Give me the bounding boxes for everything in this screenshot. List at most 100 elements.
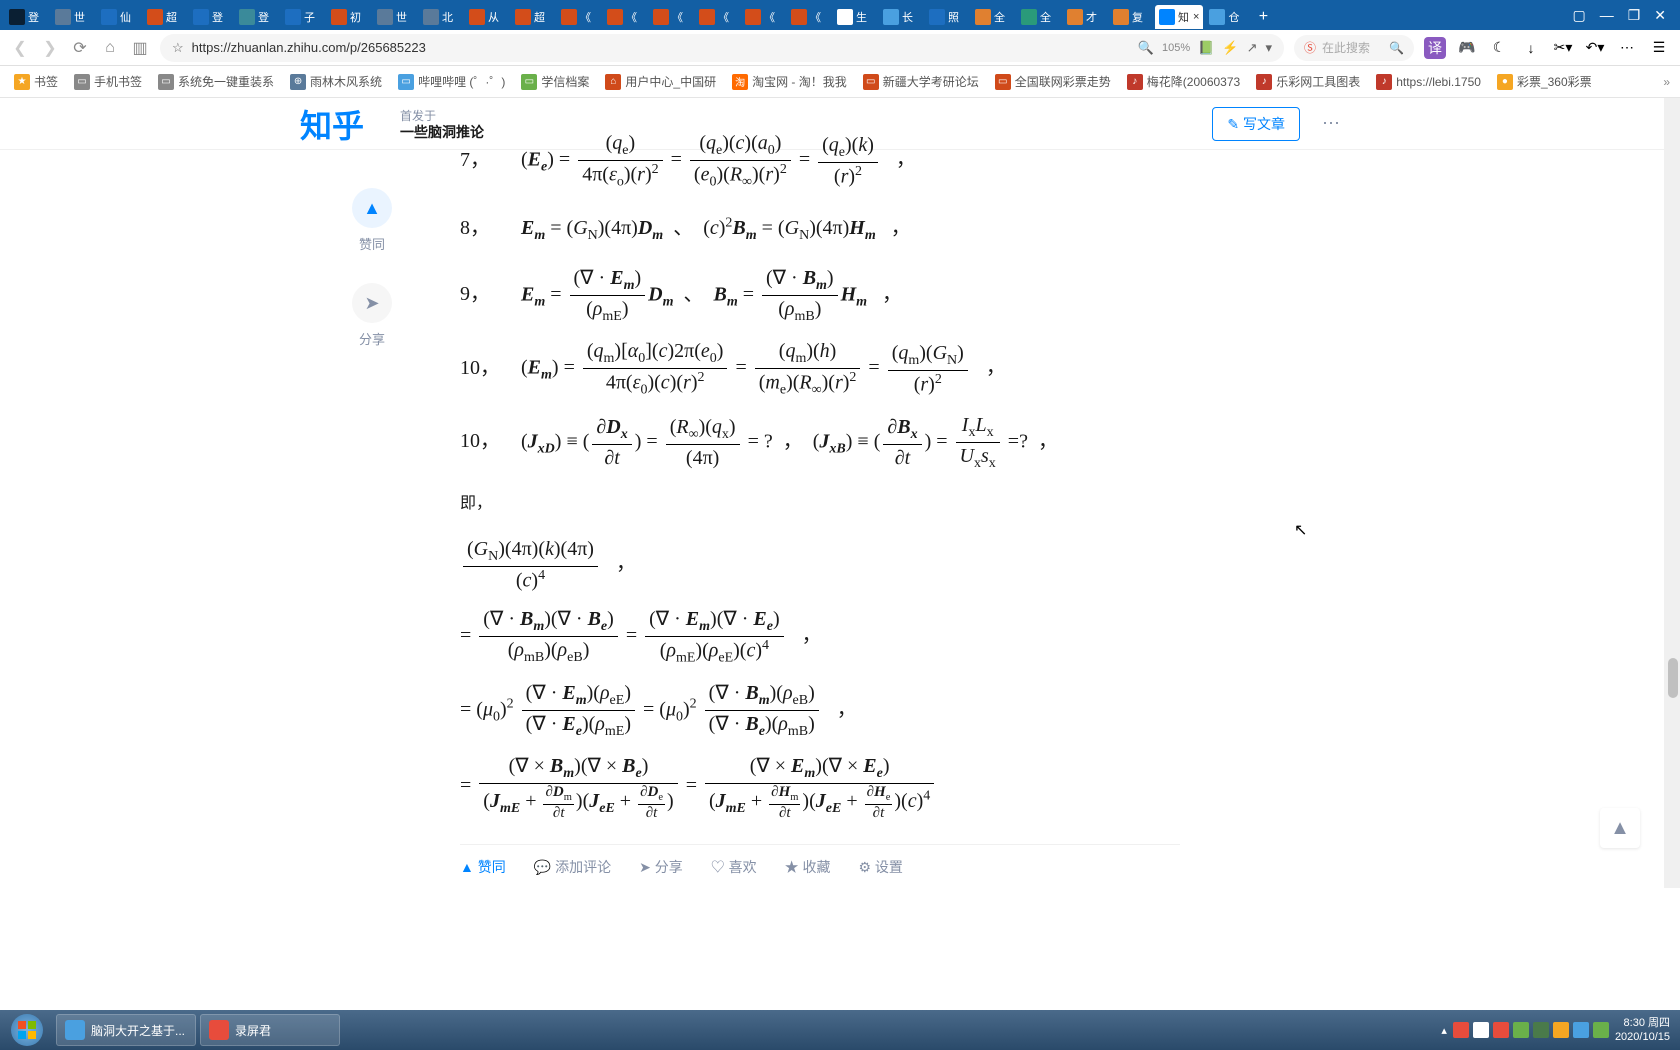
browser-tab[interactable]: 复: [1109, 5, 1153, 29]
game-icon[interactable]: 🎮: [1456, 37, 1478, 59]
dark-mode-icon[interactable]: ☾: [1488, 37, 1510, 59]
url-dropdown-icon[interactable]: ▾: [1265, 40, 1272, 56]
search-box[interactable]: Ⓢ 在此搜索 🔍: [1294, 35, 1414, 61]
browser-tab[interactable]: 全: [971, 5, 1015, 29]
bookmark-item[interactable]: ♪乐彩网工具图表: [1252, 71, 1364, 92]
bookmark-item[interactable]: ♪https://lebi.1750: [1372, 71, 1485, 92]
tray-app-icon[interactable]: [1533, 1022, 1549, 1038]
browser-tab[interactable]: 登: [5, 5, 49, 29]
tab-label: 超: [166, 9, 177, 25]
bookmark-item[interactable]: ♪梅花降(20060373: [1123, 71, 1244, 92]
browser-tab[interactable]: 仙: [97, 5, 141, 29]
reload-button[interactable]: ⟳: [70, 38, 90, 58]
browser-tab[interactable]: 知×: [1155, 5, 1203, 29]
maximize-button[interactable]: ❐: [1628, 7, 1641, 24]
forward-button[interactable]: ❯: [40, 38, 60, 58]
tray-app-icon[interactable]: [1453, 1022, 1469, 1038]
vote-button[interactable]: ▲ 赞同: [342, 188, 402, 253]
close-window-button[interactable]: ✕: [1654, 7, 1666, 24]
browser-tab[interactable]: 超: [511, 5, 555, 29]
download-icon[interactable]: ↓: [1520, 37, 1542, 59]
browser-tab[interactable]: 《: [695, 5, 739, 29]
write-article-button[interactable]: ✎ 写文章: [1212, 107, 1300, 141]
search-button-icon[interactable]: 🔍: [1389, 41, 1404, 55]
browser-tab[interactable]: 《: [787, 5, 831, 29]
browser-tab[interactable]: 子: [281, 5, 325, 29]
browser-tab[interactable]: 《: [603, 5, 647, 29]
settings-action[interactable]: ⚙ 设置: [858, 857, 902, 877]
browser-tab[interactable]: 全: [1017, 5, 1061, 29]
browser-tab[interactable]: 世: [51, 5, 95, 29]
browser-tab[interactable]: 生: [833, 5, 877, 29]
zoom-icon[interactable]: 🔍: [1138, 40, 1154, 56]
browser-tab[interactable]: 北: [419, 5, 463, 29]
browser-tab[interactable]: 《: [741, 5, 785, 29]
undo-icon[interactable]: ↶▾: [1584, 37, 1606, 59]
share-button[interactable]: ➤ 分享: [342, 283, 402, 348]
bookmark-item[interactable]: ★书签: [10, 71, 62, 92]
browser-tab[interactable]: 才: [1063, 5, 1107, 29]
browser-tab[interactable]: 《: [649, 5, 693, 29]
tray-expand-icon[interactable]: ▴: [1441, 1024, 1447, 1037]
browser-tab[interactable]: 《: [557, 5, 601, 29]
minimize-button[interactable]: —: [1600, 7, 1614, 24]
bookmark-item[interactable]: ▭新疆大学考研论坛: [859, 71, 983, 92]
browser-tab[interactable]: 初: [327, 5, 371, 29]
comment-action[interactable]: 💬 添加评论: [534, 857, 611, 877]
favorite-action[interactable]: ★ 收藏: [785, 857, 831, 877]
bookmark-favicon-icon: ♪: [1127, 74, 1143, 90]
scrollbar-thumb[interactable]: [1668, 658, 1678, 698]
bookmark-star-icon[interactable]: ☆: [172, 40, 184, 56]
share-icon[interactable]: ↗: [1247, 40, 1258, 56]
tray-app-icon[interactable]: [1553, 1022, 1569, 1038]
browser-tab[interactable]: 长: [879, 5, 923, 29]
tray-app-icon[interactable]: [1473, 1022, 1489, 1038]
bookmark-item[interactable]: ●彩票_360彩票: [1493, 71, 1596, 92]
bookmark-item[interactable]: ▭系统免一键重装系: [154, 71, 278, 92]
bookmark-overflow-icon[interactable]: »: [1663, 75, 1670, 89]
menu-icon[interactable]: ☰: [1648, 37, 1670, 59]
tab-close-icon[interactable]: ×: [1193, 11, 1199, 23]
bookmark-item[interactable]: ▭学信档案: [517, 71, 593, 92]
flash-icon[interactable]: ⚡: [1222, 40, 1238, 56]
bookmark-item[interactable]: ⊕雨林木风系统: [286, 71, 386, 92]
url-field[interactable]: ☆ https://zhuanlan.zhihu.com/p/265685223…: [160, 34, 1284, 62]
taskbar-item[interactable]: 脑洞大开之基于...: [56, 1014, 196, 1046]
translate-icon[interactable]: 译: [1424, 37, 1446, 59]
more-icon[interactable]: ⋯: [1616, 37, 1638, 59]
reader-icon[interactable]: 📗: [1198, 40, 1214, 56]
browser-tab[interactable]: 仓: [1205, 5, 1249, 29]
back-button[interactable]: ❮: [10, 38, 30, 58]
like-action[interactable]: ♡ 喜欢: [711, 857, 757, 877]
bookmark-item[interactable]: ⌂用户中心_中国研: [601, 71, 720, 92]
bookmark-item[interactable]: 淘淘宝网 - 淘！我我: [728, 71, 851, 92]
tray-app-icon[interactable]: [1493, 1022, 1509, 1038]
extension-icon[interactable]: ▢: [1572, 7, 1585, 24]
article-more-button[interactable]: ⋯: [1322, 113, 1340, 134]
browser-tab[interactable]: 世: [373, 5, 417, 29]
new-tab-button[interactable]: +: [1251, 5, 1275, 29]
bookmark-item[interactable]: ▭哔哩哔哩 (゜·゜): [394, 71, 509, 92]
start-button[interactable]: [0, 1010, 54, 1050]
tray-app-icon[interactable]: [1573, 1022, 1589, 1038]
share-action[interactable]: ➤ 分享: [639, 857, 683, 877]
tray-app-icon[interactable]: [1593, 1022, 1609, 1038]
taskbar-clock[interactable]: 8:30 周四 2020/10/15: [1615, 1016, 1670, 1044]
back-to-top-button[interactable]: ▲: [1600, 808, 1640, 848]
browser-tab[interactable]: 超: [143, 5, 187, 29]
browser-tab[interactable]: 从: [465, 5, 509, 29]
tray-app-icon[interactable]: [1513, 1022, 1529, 1038]
browser-tab[interactable]: 照: [925, 5, 969, 29]
tab-label: 《: [810, 9, 821, 25]
page-scrollbar[interactable]: [1664, 98, 1680, 888]
bookmark-item[interactable]: ▭全国联网彩票走势: [991, 71, 1115, 92]
sidebar-button[interactable]: ▥: [130, 38, 150, 58]
vote-action[interactable]: ▲ 赞同: [460, 857, 506, 877]
browser-tab[interactable]: 登: [189, 5, 233, 29]
zhihu-logo[interactable]: 知乎: [300, 101, 364, 147]
home-button[interactable]: ⌂: [100, 39, 120, 57]
bookmark-item[interactable]: ▭手机书签: [70, 71, 146, 92]
screenshot-icon[interactable]: ✂▾: [1552, 37, 1574, 59]
browser-tab[interactable]: 登: [235, 5, 279, 29]
taskbar-item[interactable]: 录屏君: [200, 1014, 340, 1046]
